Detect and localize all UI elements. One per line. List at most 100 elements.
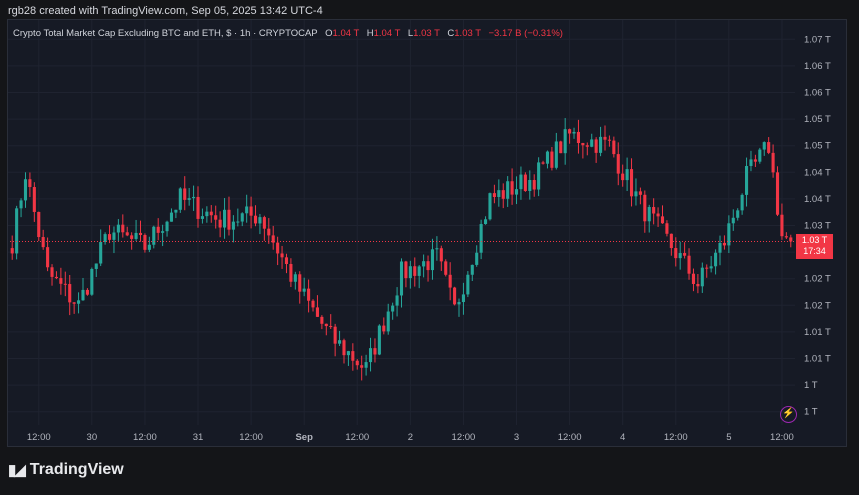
candle <box>705 264 709 278</box>
candle <box>143 233 147 253</box>
candle <box>227 196 231 236</box>
candle <box>780 203 784 240</box>
candle <box>156 218 160 241</box>
time-tick-label: 31 <box>193 432 204 443</box>
candle <box>147 236 151 253</box>
legend-high-label: H <box>366 28 374 39</box>
candle <box>444 259 448 277</box>
time-axis-labels: 12:00 30 12:00 31 12:00 Sep 12:00 2 12:00 3 12:00 4… <box>27 432 794 443</box>
time-tick-label: 12:00 <box>239 432 263 443</box>
candle <box>152 225 156 249</box>
candle <box>594 137 598 163</box>
candle <box>280 245 284 269</box>
candle <box>643 190 647 233</box>
candle <box>422 254 426 278</box>
price-tick-label: 1.06 T <box>804 88 831 99</box>
candle <box>54 271 58 280</box>
time-tick-label: 30 <box>87 432 98 443</box>
candle <box>289 258 293 288</box>
candle <box>426 255 430 282</box>
candle <box>492 184 496 204</box>
time-tick-label: 12:00 <box>133 432 157 443</box>
candle <box>307 279 311 313</box>
candle <box>342 338 346 364</box>
time-tick-label: 5 <box>726 432 731 443</box>
candle <box>253 205 258 227</box>
candle <box>466 271 470 298</box>
candle <box>103 232 107 245</box>
price-axis[interactable] <box>796 19 847 447</box>
candle <box>612 136 616 158</box>
candle <box>767 137 771 155</box>
candle <box>784 232 788 240</box>
candle <box>192 185 196 211</box>
candle <box>50 264 54 286</box>
candle <box>271 225 275 250</box>
candle <box>121 214 125 238</box>
legend-open-label: O <box>325 28 333 39</box>
candle <box>501 183 505 209</box>
price-tick-label: 1 T <box>804 407 818 418</box>
candle <box>395 287 399 317</box>
tradingview-brand[interactable]: ▮◢ TradingView <box>8 461 124 479</box>
candle <box>200 208 204 224</box>
candle <box>329 314 333 329</box>
candle <box>484 216 488 225</box>
time-tick-label: 3 <box>514 432 519 443</box>
candle <box>629 158 634 207</box>
candle <box>709 256 713 273</box>
candle <box>59 267 63 295</box>
candle <box>125 226 129 237</box>
candle <box>107 225 112 244</box>
candle <box>568 128 572 144</box>
candle <box>32 182 36 222</box>
candle <box>479 219 483 260</box>
candle <box>68 274 72 316</box>
candle <box>187 187 191 206</box>
chart-caption: rgb28 created with TradingView.com, Sep … <box>8 5 323 17</box>
candle <box>430 238 435 280</box>
lightning-bolt-icon[interactable]: ⚡ <box>780 406 797 423</box>
chart-legend: Crypto Total Market Cap Excluding BTC an… <box>13 28 563 39</box>
candle <box>581 142 585 159</box>
candle <box>559 140 563 154</box>
time-tick-label: 12:00 <box>452 432 476 443</box>
time-tick-label: 12:00 <box>664 432 688 443</box>
candle <box>311 299 315 312</box>
candle <box>528 170 532 200</box>
candle <box>554 132 558 170</box>
price-axis-labels: 1.07 T 1.06 T 1.06 T 1.05 T 1.05 T 1.04 T 1.04… <box>804 34 831 417</box>
candle <box>72 302 76 314</box>
candle <box>687 248 691 280</box>
candle <box>90 267 94 296</box>
candle <box>46 237 50 272</box>
candle <box>231 215 235 243</box>
candle <box>576 119 580 154</box>
time-tick-label: 12:00 <box>27 432 51 443</box>
candle <box>585 142 589 156</box>
candle <box>621 164 625 187</box>
time-tick-label: 4 <box>620 432 625 443</box>
candle <box>523 172 527 192</box>
price-tick-label: 1.05 T <box>804 141 831 152</box>
candle <box>634 178 638 206</box>
candle <box>727 215 731 254</box>
candle <box>218 211 222 238</box>
candle <box>223 198 227 239</box>
candle <box>298 271 302 304</box>
candle <box>545 150 550 169</box>
price-tick-label: 1.05 T <box>804 114 831 125</box>
last-price-value: 1.03 T <box>801 235 828 245</box>
price-tick-label: 1 T <box>804 380 818 391</box>
candle <box>683 242 687 259</box>
candle <box>249 196 253 229</box>
candle <box>563 118 567 165</box>
candle <box>572 127 576 139</box>
candle <box>183 176 187 211</box>
candle <box>537 157 541 197</box>
candle <box>373 338 377 363</box>
candle <box>488 192 492 221</box>
candle <box>700 262 704 293</box>
price-tick-label: 1.02 T <box>804 274 831 285</box>
